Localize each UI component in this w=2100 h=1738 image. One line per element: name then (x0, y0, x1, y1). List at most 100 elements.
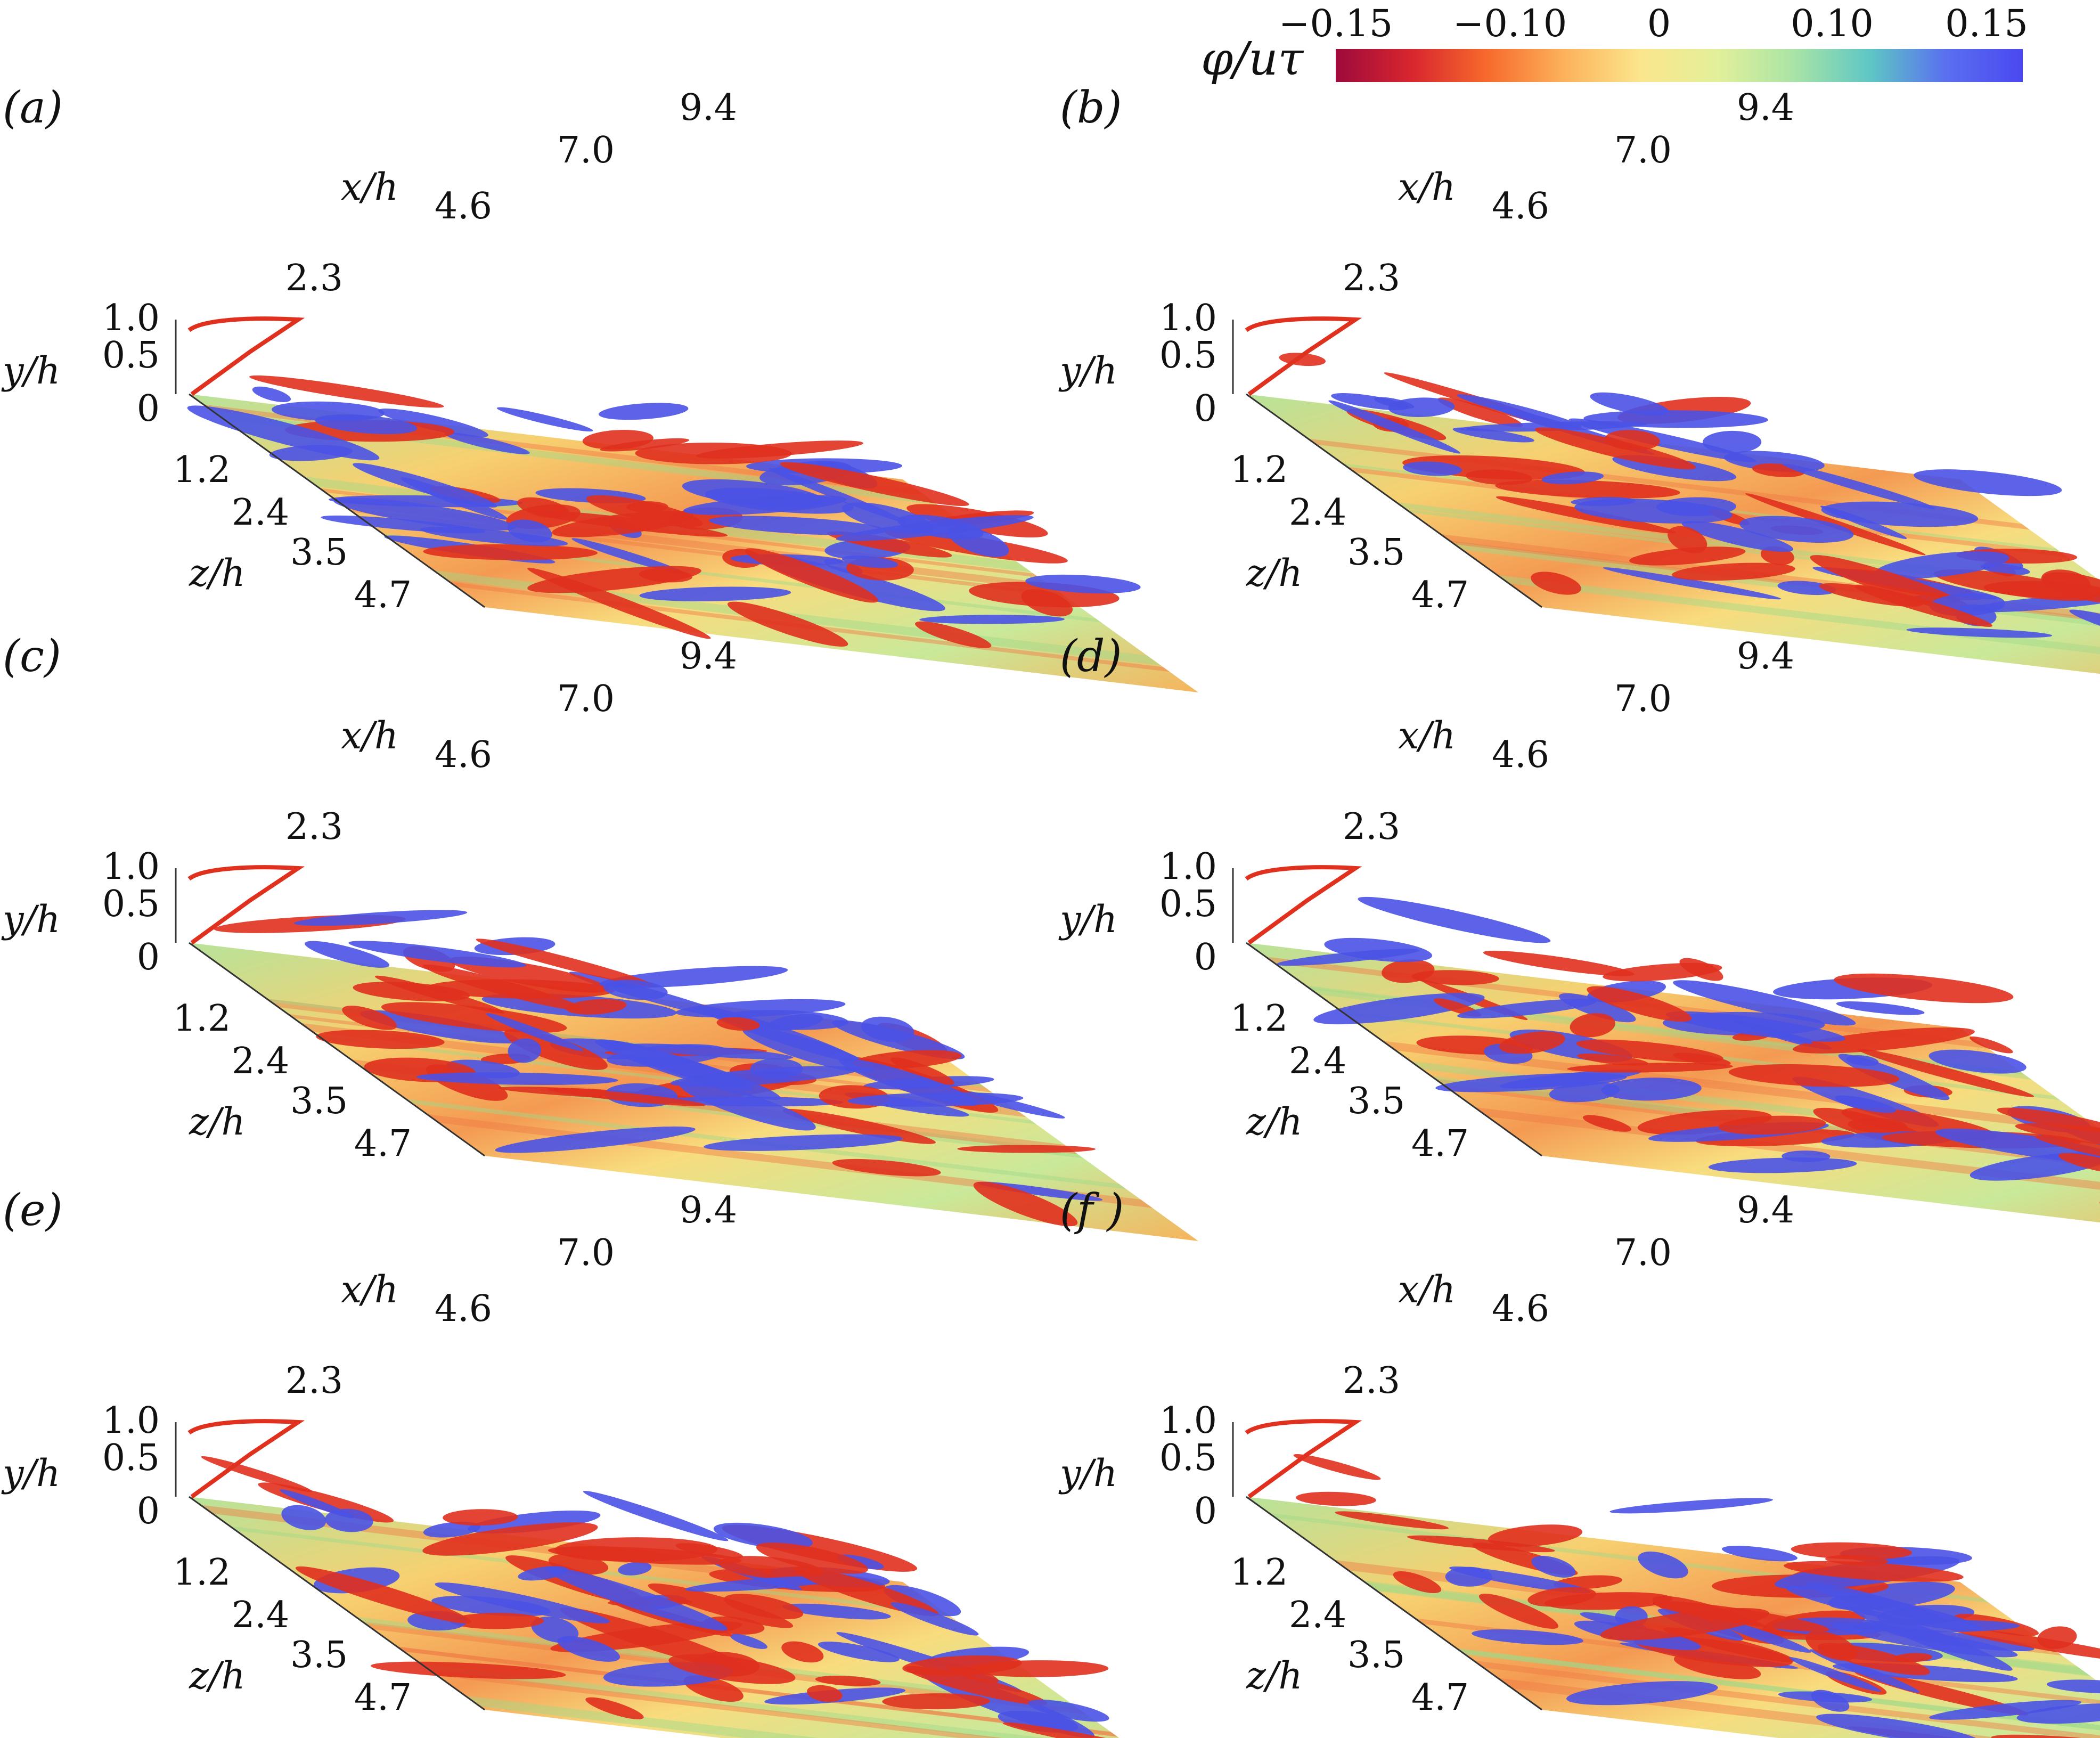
y-axis-label: y/h (1058, 1451, 1117, 1495)
vortex-structure (557, 1636, 620, 1662)
vortex-structure (780, 462, 969, 506)
y-tick-label: 1.0 (102, 846, 160, 888)
vortex-structure (566, 999, 627, 1015)
vortex-structure (832, 1020, 965, 1059)
z-axis-line (189, 942, 485, 1157)
z-tick-label: 2.4 (1289, 1040, 1346, 1082)
vortex-structure (882, 1693, 990, 1710)
x-tick-label: 7.0 (557, 129, 615, 172)
x-tick-label: 9.4 (680, 87, 737, 129)
y-tick-label: 1.0 (1159, 846, 1217, 888)
vortex-structure (486, 1013, 584, 1051)
vortex-structure (476, 939, 654, 987)
velocity-profile (1245, 865, 1362, 945)
vortex-structure (1021, 589, 1073, 617)
vortex-structure (2047, 1679, 2100, 1694)
vortex-structure (1811, 1690, 1850, 1712)
y-tick-label: 0.5 (1159, 1437, 1217, 1479)
vortex-structure (422, 1522, 598, 1556)
colorbar-tick: −0.15 (1279, 2, 1393, 45)
vortex-structure (1718, 1115, 1826, 1135)
x-tick-label: 4.6 (1492, 734, 1549, 776)
y-tick-label: 1.0 (102, 297, 160, 339)
vortex-structure (423, 544, 598, 560)
vortex-structure (1603, 962, 1722, 982)
vortex-structure (1728, 1064, 1900, 1087)
vortex-structure (705, 487, 854, 514)
vortex-structure (1527, 1587, 1596, 1607)
vortex-structure (450, 1613, 544, 1629)
vortex-structure (2037, 1626, 2077, 1649)
z-tick-label: 2.4 (1289, 492, 1346, 534)
z-axis-line (1246, 942, 1542, 1157)
velocity-profile (187, 865, 305, 945)
vortex-structure (1702, 430, 1762, 454)
vortex-structure (1929, 1700, 2081, 1720)
panel-e: (e) 2.3 4.6 7.0 9.4 x/h 1.00.5 0 y/h 1.22.43.54.7… (1, 1185, 1169, 1738)
x-tick-label: 4.6 (1492, 1288, 1549, 1330)
z-tick-label: 1.2 (173, 998, 231, 1040)
vortex-structure (342, 1006, 397, 1030)
z-axis-label: z/h (189, 1100, 246, 1144)
vortex-structure (648, 1583, 794, 1628)
vortex-structure (1496, 496, 1676, 534)
z-tick-label: 4.7 (354, 1123, 412, 1165)
vortex-structure (1708, 1157, 1857, 1173)
vortex-structure (545, 1566, 728, 1631)
vortex-structure (679, 1081, 816, 1131)
vortex-structure (627, 1043, 794, 1059)
wall-streak (1382, 1041, 2100, 1135)
vortex-structure (2035, 1135, 2100, 1169)
x-tick-label: 9.4 (1737, 87, 1794, 129)
vortex-structure (1997, 1107, 2100, 1133)
vortex-structure (1782, 463, 1935, 509)
vortex-structure (713, 1522, 813, 1549)
vortex-structure (508, 1038, 542, 1063)
vortex-structure (1541, 471, 1604, 485)
vortex-structure (360, 1010, 519, 1043)
vortex-structure (1407, 1535, 1555, 1553)
vortex-structure (782, 1603, 891, 1620)
vortex-structure (905, 1666, 1048, 1706)
vortex-structure (370, 1661, 566, 1679)
vortex-structure (548, 1546, 742, 1565)
y-tick-label: 0 (137, 1490, 160, 1532)
vortex-structure (374, 975, 504, 1014)
vortex-structure (957, 1145, 1096, 1153)
vortex-structure (1970, 1037, 2013, 1054)
z-tick-label: 1.2 (1230, 449, 1288, 491)
vortex-structure (435, 1582, 610, 1623)
vortex-structure (1335, 1511, 1449, 1530)
vortex-structure (269, 445, 353, 461)
panel-label: (f ) (1060, 1185, 1124, 1236)
vortex-structure (1906, 627, 2053, 638)
vortex-structure (423, 1521, 481, 1538)
vortex-structure (532, 510, 728, 537)
vortex-structure (1629, 546, 1746, 566)
vortex-structure (1293, 1454, 1381, 1480)
vortex-structure (1534, 427, 1696, 470)
vortex-structure (1324, 937, 1433, 962)
y-tick-label: 0.5 (1159, 883, 1217, 925)
vortex-structure (281, 1505, 326, 1530)
vortex-structure (496, 407, 593, 432)
vortex-structure (1816, 1713, 1982, 1738)
vortex-structure (1733, 1019, 1812, 1044)
vortex-structure (1296, 1491, 1376, 1506)
vortex-structure (716, 1017, 760, 1031)
x-tick-label: 7.0 (557, 678, 615, 720)
vortex-structure (295, 1566, 471, 1623)
panel-b: (b) 2.3 4.6 7.0 9.4 x/h 1.00.5 0 y/h 1.22.43.54.7… (1058, 83, 2100, 674)
panel-label: (b) (1060, 83, 1122, 133)
vortex-structure (1569, 418, 1756, 462)
y-tick-label: 0.5 (102, 334, 160, 377)
z-tick-label: 3.5 (1347, 532, 1405, 574)
vortex-structure (1854, 585, 1993, 627)
vortex-structure (1805, 1582, 1946, 1623)
x-axis-label: x/h (341, 714, 398, 757)
x-axis-label: x/h (341, 1268, 398, 1311)
z-axis-line (189, 1496, 485, 1711)
vortex-structure (507, 519, 552, 543)
vortex-structure (585, 1697, 644, 1719)
